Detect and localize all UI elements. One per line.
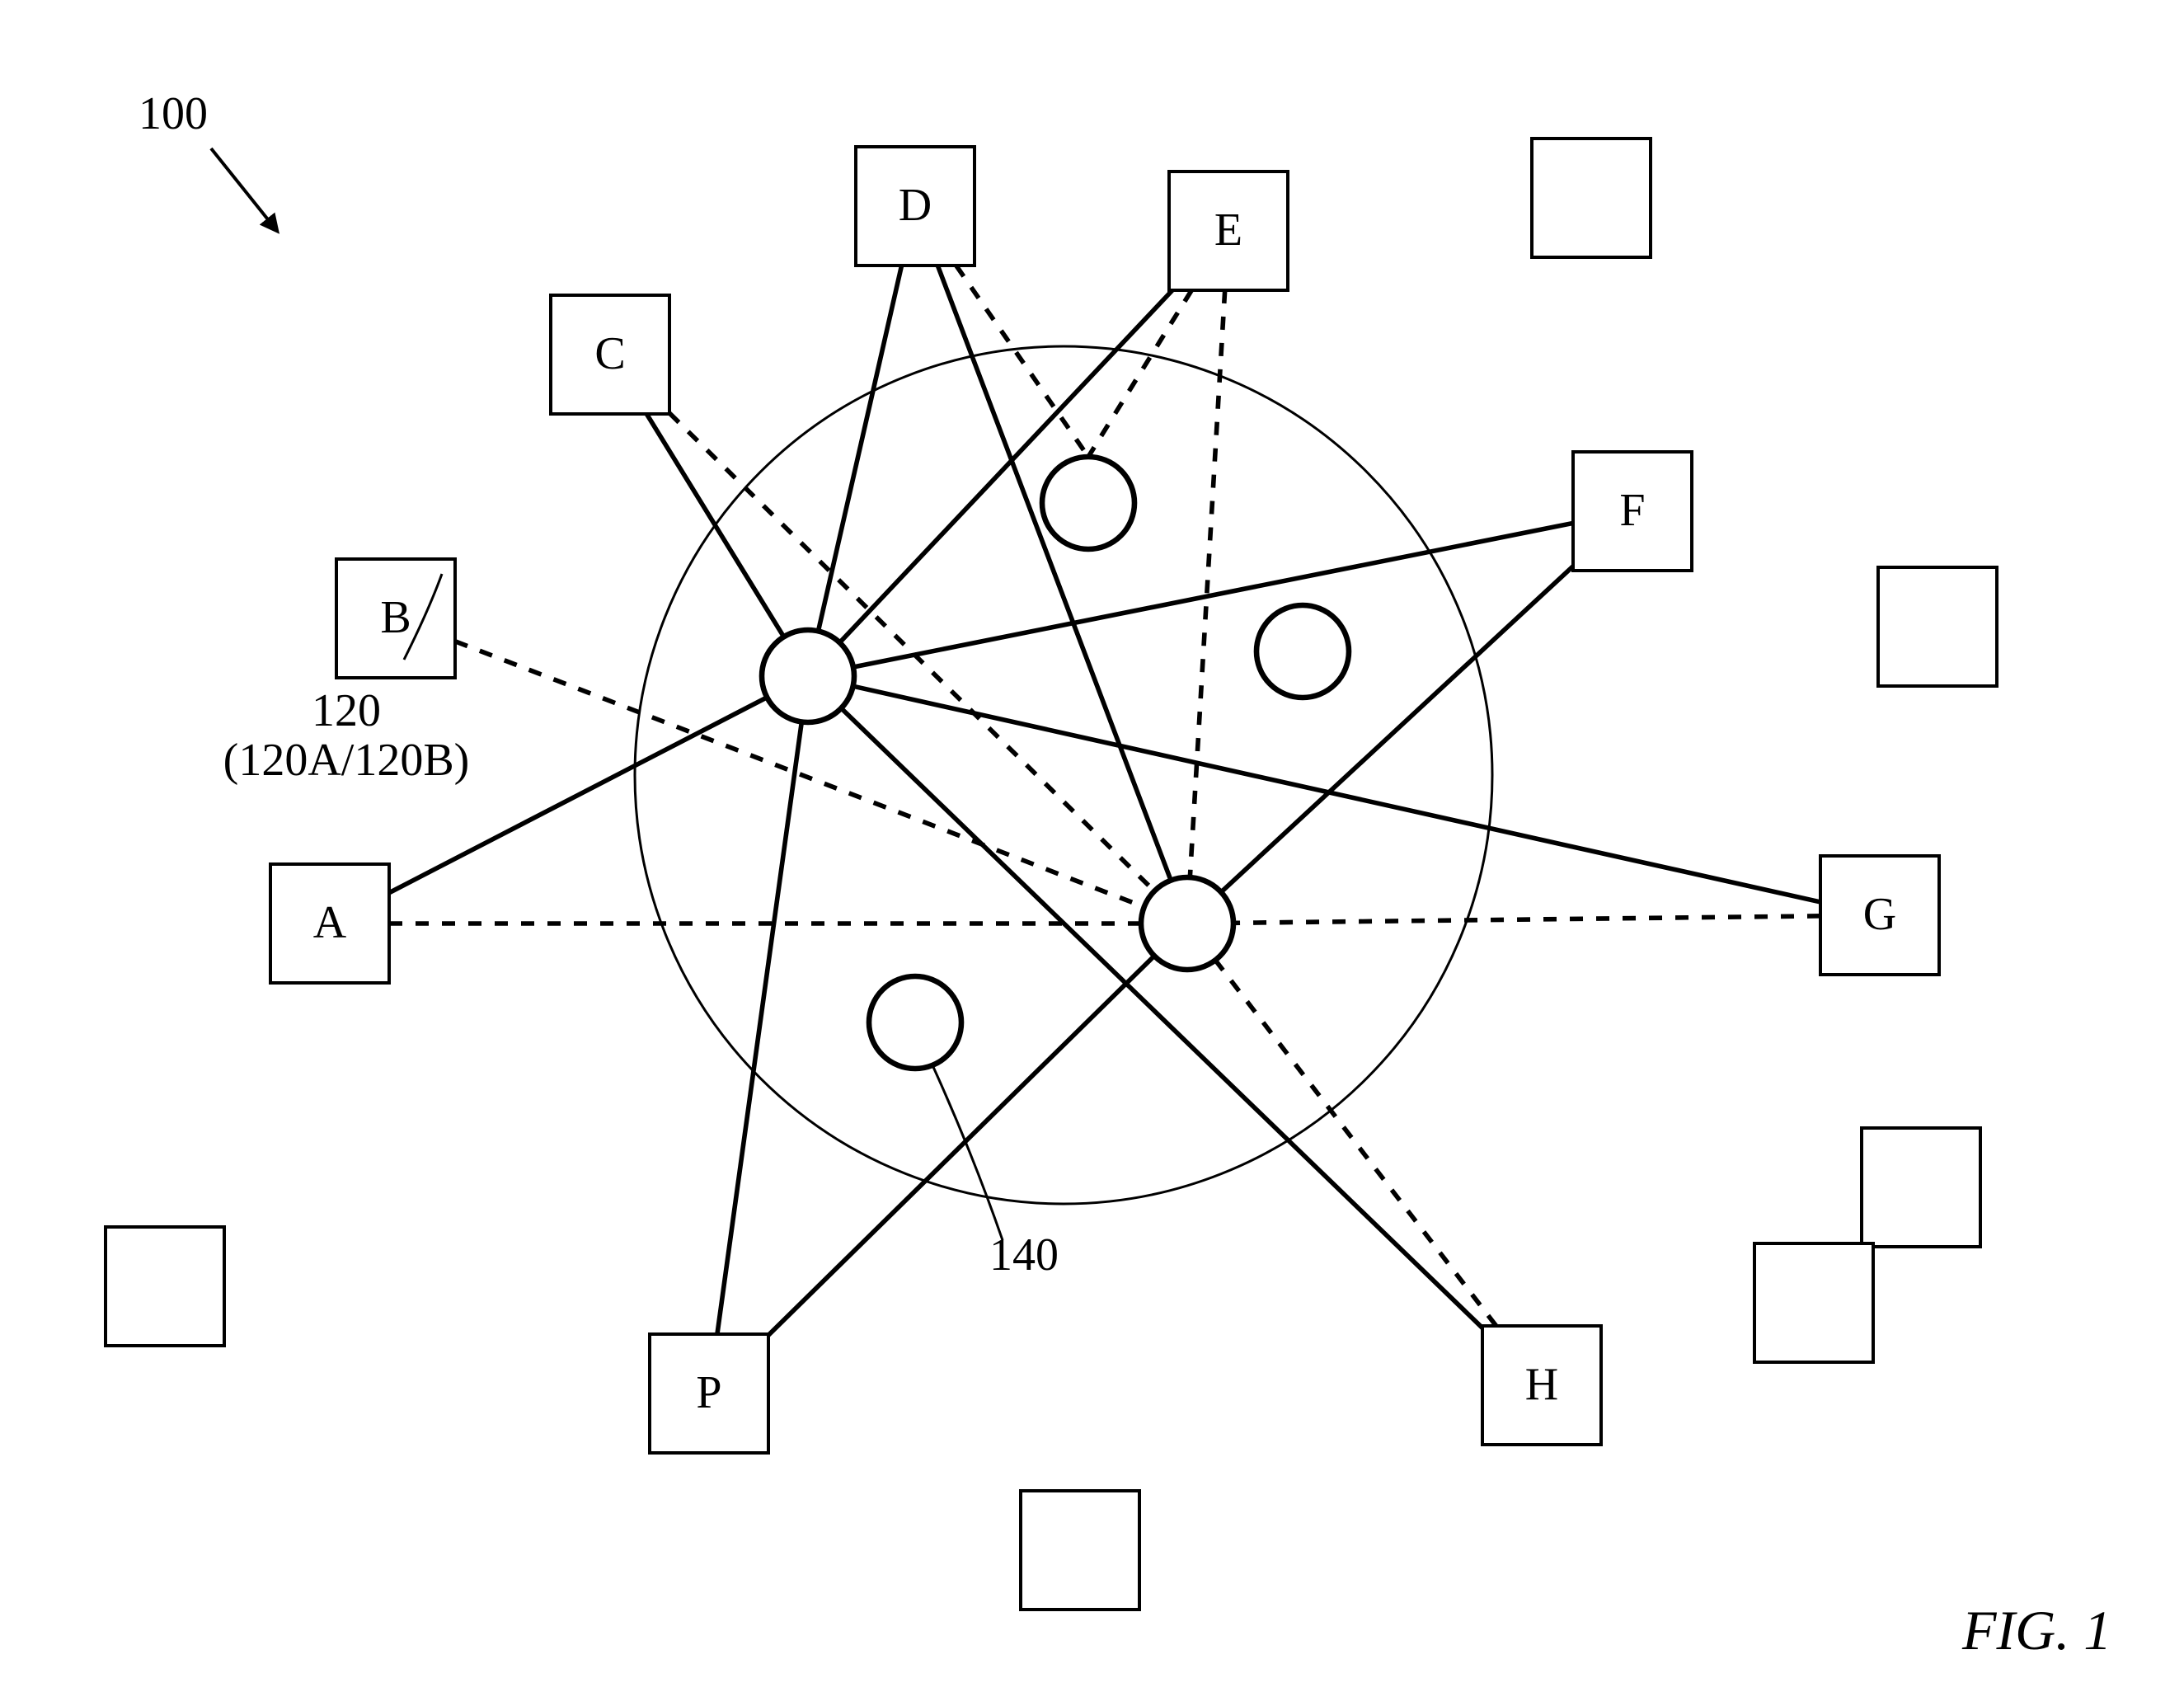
leader-140-label: 140 <box>989 1229 1059 1281</box>
edge-G-right-dashed <box>1233 916 1820 923</box>
inner-node-top <box>1042 457 1134 549</box>
box-F-label: F <box>1619 485 1645 536</box>
leader-120-label-line1: 120 <box>312 685 381 736</box>
box-H-label: H <box>1525 1359 1558 1410</box>
inner-node-low <box>869 976 961 1069</box>
edge-E-left <box>839 290 1172 642</box>
box-E-label: E <box>1214 204 1242 256</box>
annotations-layer: 100 120(120A/120B) 140 FIG. 1 <box>139 88 2111 1661</box>
edges-layer <box>389 266 1820 1335</box>
edge-D-left <box>818 266 901 631</box>
box-C-label: C <box>594 328 625 379</box>
box-G-label: G <box>1863 889 1896 940</box>
ref-100-label: 100 <box>139 88 208 139</box>
edge-D-right <box>937 266 1171 881</box>
inner-node-mid <box>1256 605 1349 698</box>
edge-E-pt-dashed <box>1088 290 1191 457</box>
inner-node-right <box>1141 877 1233 970</box>
edge-P-left <box>717 721 801 1334</box>
box-D-label: D <box>899 180 932 231</box>
box-B-label: B <box>380 592 411 643</box>
leader-120-label-line2: (120A/120B) <box>223 735 470 786</box>
edge-A-left <box>389 698 767 893</box>
ref-100-arrow <box>211 148 277 231</box>
edge-H-right-dashed <box>1215 960 1496 1326</box>
inner-node-left <box>762 630 854 722</box>
figure-caption: FIG. 1 <box>1961 1599 2111 1661</box>
nodes-layer <box>762 457 1349 1069</box>
box-unlabeled <box>1021 1491 1139 1610</box>
box-unlabeled <box>1862 1128 1980 1247</box>
box-unlabeled <box>1754 1243 1873 1362</box>
box-unlabeled <box>1532 139 1651 257</box>
box-A-label: A <box>313 897 347 948</box>
edge-F-left <box>853 523 1573 667</box>
box-unlabeled <box>1878 567 1997 686</box>
edge-E-right-dashed <box>1190 290 1224 877</box>
leader-140 <box>933 1067 1003 1240</box>
box-P-label: P <box>696 1367 721 1418</box>
boxes-layer: A B C D E F G H P <box>106 139 1997 1610</box>
edge-G-left <box>853 686 1820 902</box>
box-unlabeled <box>106 1227 224 1346</box>
